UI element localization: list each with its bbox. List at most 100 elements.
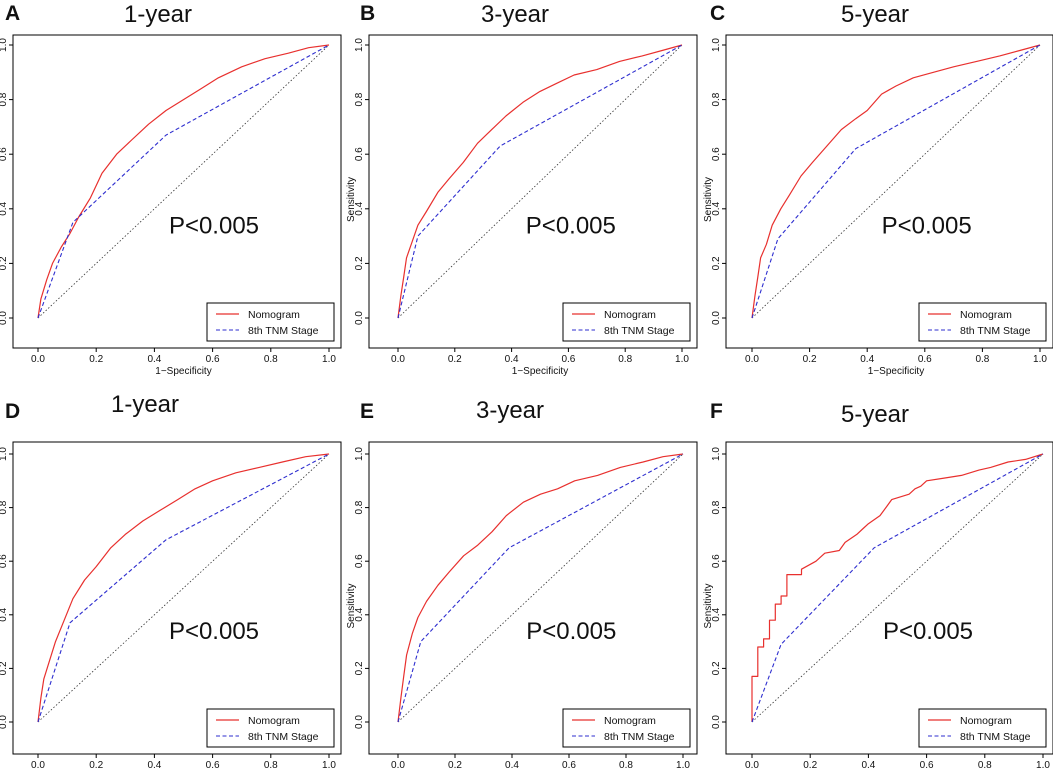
panel-title: 3-year bbox=[476, 397, 544, 424]
plot-frame bbox=[12, 34, 342, 349]
y-tick-label: 0.6 bbox=[354, 554, 365, 568]
nomogram-curve bbox=[37, 453, 330, 723]
x-tick-label: 0.0 bbox=[31, 760, 45, 768]
y-tick-label: 0.0 bbox=[354, 311, 365, 325]
x-tick-label: 0.2 bbox=[803, 354, 817, 365]
x-tick-label: 1.0 bbox=[322, 760, 336, 768]
y-tick-label: 0.6 bbox=[0, 147, 9, 161]
y-tick-label: 0.8 bbox=[711, 92, 722, 106]
x-tick-label: 1.0 bbox=[1033, 354, 1047, 365]
plot-frame bbox=[725, 441, 1053, 755]
y-tick-label: 1.0 bbox=[0, 447, 9, 461]
y-tick-label: 0.8 bbox=[0, 500, 9, 514]
panel-title: 1-year bbox=[124, 1, 192, 28]
legend-label-nomogram: Nomogram bbox=[604, 309, 656, 321]
y-axis-label: Sensitivity bbox=[346, 583, 357, 628]
legend-label-tnm: 8th TNM Stage bbox=[960, 325, 1031, 337]
panel-letter: F bbox=[710, 400, 723, 423]
y-tick-label: 0.2 bbox=[354, 256, 365, 270]
x-tick-label: 0.8 bbox=[619, 760, 633, 768]
y-tick-label: 0.4 bbox=[711, 607, 722, 621]
x-tick-label: 0.4 bbox=[861, 760, 875, 768]
reference-diagonal bbox=[37, 453, 330, 723]
legend-box bbox=[206, 302, 335, 342]
x-tick-label: 0.0 bbox=[745, 354, 759, 365]
panel-letter: E bbox=[360, 400, 374, 423]
reference-diagonal bbox=[397, 453, 684, 723]
y-tick-label: 0.2 bbox=[354, 661, 365, 675]
tnm-stage-curve bbox=[397, 453, 684, 723]
y-tick-label: 0.0 bbox=[711, 311, 722, 325]
p-value-annotation: P<0.005 bbox=[883, 618, 973, 645]
p-value-annotation: P<0.005 bbox=[526, 618, 616, 645]
roc-panel-a: A 1-year 0.0 0.2 0.4 0.6 0.8 1.0 0.0 0.2 0.4 0.6 0.8… bbox=[0, 1, 342, 377]
x-tick-label: 0.6 bbox=[206, 354, 220, 365]
p-value-annotation: P<0.005 bbox=[169, 618, 259, 645]
y-tick-label: 0.2 bbox=[0, 661, 9, 675]
x-tick-label: 0.2 bbox=[448, 760, 462, 768]
p-value-annotation: P<0.005 bbox=[882, 212, 972, 239]
y-axis-label: Sensitivity bbox=[0, 177, 1, 222]
legend: Nomogram 8th TNM Stage bbox=[206, 708, 335, 748]
y-axis-label: Sensitivity bbox=[703, 583, 714, 628]
x-tick-label: 0.8 bbox=[975, 354, 989, 365]
nomogram-curve bbox=[397, 44, 683, 319]
x-tick-label: 1.0 bbox=[676, 760, 690, 768]
roc-panel-d: D 1-year 0.0 0.2 0.4 0.6 0.8 1.0 0.0 0.2 0.4 0.6 0.8… bbox=[0, 391, 342, 768]
legend: Nomogram 8th TNM Stage bbox=[562, 708, 691, 748]
x-tick-label: 0.6 bbox=[562, 760, 576, 768]
y-tick-label: 0.6 bbox=[711, 554, 722, 568]
y-tick-label: 0.8 bbox=[354, 500, 365, 514]
x-tick-label: 0.6 bbox=[561, 354, 575, 365]
panel-letter: D bbox=[5, 400, 20, 423]
y-tick-label: 1.0 bbox=[354, 38, 365, 52]
p-value-annotation: P<0.005 bbox=[169, 212, 259, 239]
panel-letter: C bbox=[710, 2, 725, 25]
x-tick-label: 0.6 bbox=[920, 760, 934, 768]
y-tick-label: 0.4 bbox=[711, 201, 722, 215]
x-tick-label: 0.0 bbox=[745, 760, 759, 768]
nomogram-curve bbox=[751, 453, 1044, 722]
legend-label-nomogram: Nomogram bbox=[248, 715, 300, 727]
tnm-stage-curve bbox=[37, 44, 330, 319]
panel-title: 5-year bbox=[841, 1, 909, 28]
y-tick-label: 0.8 bbox=[711, 500, 722, 514]
plot-frame bbox=[725, 34, 1053, 349]
y-tick-label: 0.0 bbox=[354, 715, 365, 729]
x-tick-label: 1.0 bbox=[1036, 760, 1050, 768]
p-value-annotation: P<0.005 bbox=[526, 212, 616, 239]
reference-diagonal bbox=[397, 44, 683, 319]
legend-box bbox=[562, 708, 691, 748]
x-tick-label: 0.0 bbox=[31, 354, 45, 365]
nomogram-curve bbox=[751, 44, 1041, 319]
y-tick-label: 0.2 bbox=[0, 256, 9, 270]
legend: Nomogram 8th TNM Stage bbox=[206, 302, 335, 342]
y-tick-label: 1.0 bbox=[0, 38, 9, 52]
panel-title: 1-year bbox=[111, 391, 179, 418]
legend-box bbox=[918, 708, 1047, 748]
legend-label-tnm: 8th TNM Stage bbox=[248, 325, 319, 337]
legend-box bbox=[206, 708, 335, 748]
legend-label-tnm: 8th TNM Stage bbox=[960, 731, 1031, 743]
panel-title: 3-year bbox=[481, 1, 549, 28]
legend-label-tnm: 8th TNM Stage bbox=[604, 325, 675, 337]
tnm-stage-curve bbox=[37, 453, 330, 723]
panel-letter: B bbox=[360, 2, 375, 25]
reference-diagonal bbox=[751, 453, 1044, 723]
x-tick-label: 0.4 bbox=[860, 354, 874, 365]
y-axis-label: Sensitivity bbox=[0, 583, 1, 628]
roc-panel-c: C 5-year 0.0 0.2 0.4 0.6 0.8 1.0 0.0 0.2 0.4 0.6 0.8… bbox=[703, 1, 1053, 377]
legend-label-nomogram: Nomogram bbox=[960, 309, 1012, 321]
y-tick-label: 0.0 bbox=[0, 311, 9, 325]
y-tick-label: 0.2 bbox=[711, 256, 722, 270]
x-tick-label: 0.2 bbox=[89, 354, 103, 365]
tnm-stage-curve bbox=[751, 44, 1041, 319]
x-tick-label: 0.8 bbox=[264, 354, 278, 365]
x-axis-label: 1−Specificity bbox=[155, 366, 211, 377]
legend-label-nomogram: Nomogram bbox=[604, 715, 656, 727]
y-axis-label: Sensitivity bbox=[703, 177, 714, 222]
x-tick-label: 1.0 bbox=[675, 354, 689, 365]
legend-label-tnm: 8th TNM Stage bbox=[248, 731, 319, 743]
